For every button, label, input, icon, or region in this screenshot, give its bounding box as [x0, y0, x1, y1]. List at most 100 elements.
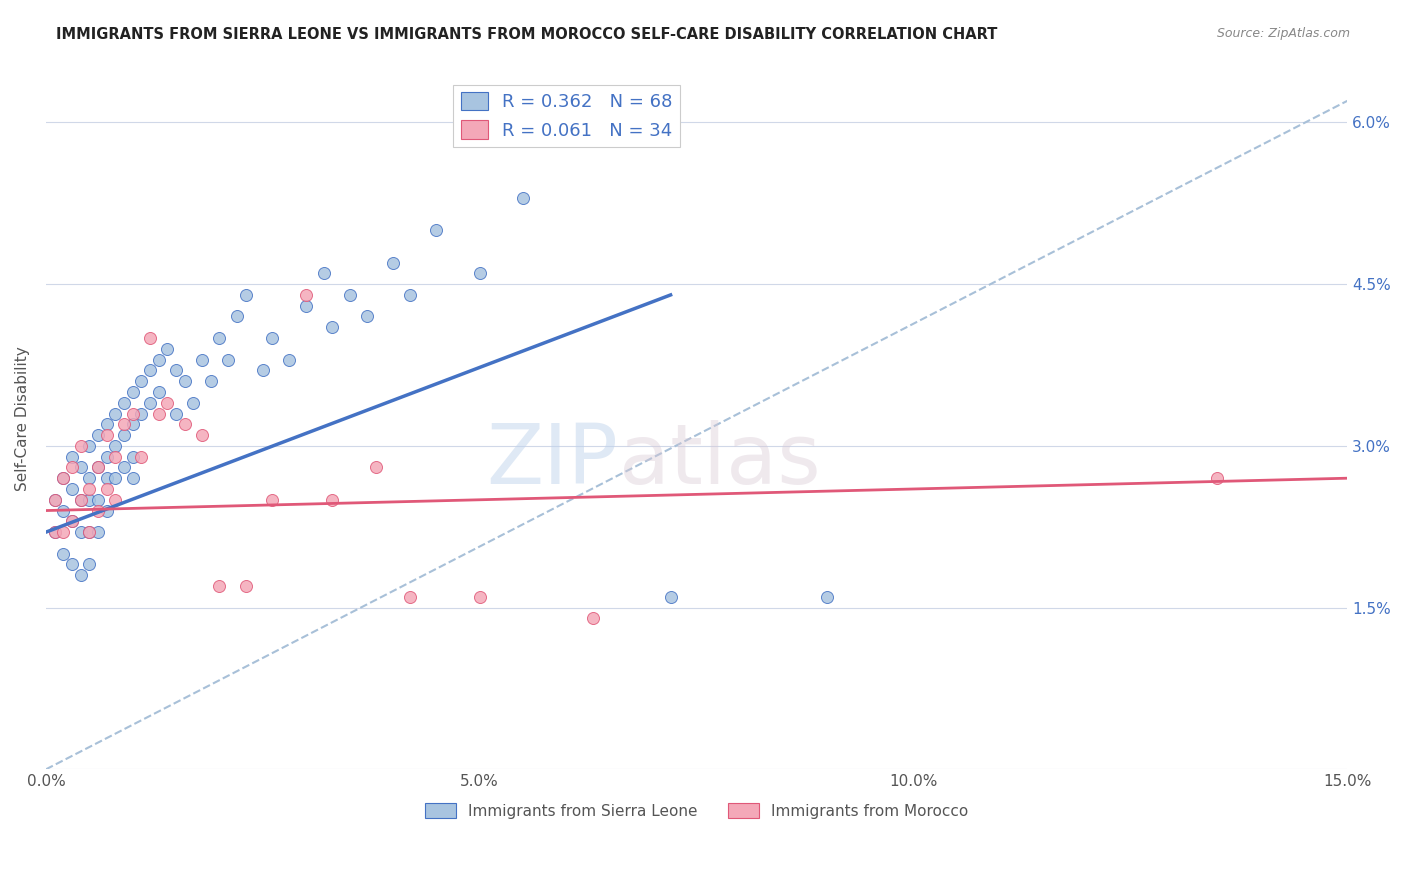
Point: [252, 363, 274, 377]
Point: [112, 396, 135, 410]
Point: [183, 396, 205, 410]
Point: [96, 417, 118, 432]
Point: [173, 417, 195, 432]
Point: [104, 471, 127, 485]
Point: [104, 439, 127, 453]
Text: atlas: atlas: [619, 420, 820, 501]
Point: [69, 460, 91, 475]
Point: [60, 514, 83, 528]
Point: [191, 428, 214, 442]
Point: [581, 611, 603, 625]
Point: [79, 471, 101, 485]
Point: [112, 417, 135, 432]
Text: IMMIGRANTS FROM SIERRA LEONE VS IMMIGRANTS FROM MOROCCO SELF-CARE DISABILITY COR: IMMIGRANTS FROM SIERRA LEONE VS IMMIGRAN…: [56, 27, 998, 42]
Point: [382, 255, 405, 269]
Point: [121, 417, 143, 432]
Point: [96, 503, 118, 517]
Point: [139, 331, 162, 345]
Point: [52, 471, 75, 485]
Point: [425, 223, 447, 237]
Point: [52, 503, 75, 517]
Point: [87, 525, 110, 540]
Point: [79, 525, 101, 540]
Point: [69, 568, 91, 582]
Text: ZIP: ZIP: [486, 420, 619, 501]
Point: [131, 407, 153, 421]
Point: [96, 482, 118, 496]
Point: [468, 266, 491, 280]
Point: [44, 525, 66, 540]
Point: [87, 460, 110, 475]
Point: [79, 525, 101, 540]
Point: [79, 492, 101, 507]
Point: [104, 492, 127, 507]
Point: [121, 471, 143, 485]
Point: [52, 547, 75, 561]
Point: [60, 482, 83, 496]
Point: [165, 407, 187, 421]
Point: [217, 352, 239, 367]
Point: [173, 374, 195, 388]
Point: [79, 482, 101, 496]
Point: [295, 288, 318, 302]
Point: [295, 299, 318, 313]
Point: [148, 384, 170, 399]
Point: [139, 363, 162, 377]
Point: [277, 352, 299, 367]
Point: [235, 579, 257, 593]
Point: [235, 288, 257, 302]
Point: [87, 460, 110, 475]
Point: [148, 352, 170, 367]
Point: [69, 525, 91, 540]
Point: [69, 439, 91, 453]
Point: [44, 525, 66, 540]
Point: [139, 396, 162, 410]
Point: [121, 450, 143, 464]
Point: [1206, 471, 1229, 485]
Point: [79, 439, 101, 453]
Point: [112, 460, 135, 475]
Point: [60, 450, 83, 464]
Point: [200, 374, 222, 388]
Point: [69, 492, 91, 507]
Point: [79, 558, 101, 572]
Point: [131, 450, 153, 464]
Point: [104, 450, 127, 464]
Point: [60, 514, 83, 528]
Legend: Immigrants from Sierra Leone, Immigrants from Morocco: Immigrants from Sierra Leone, Immigrants…: [419, 797, 974, 825]
Point: [321, 492, 343, 507]
Point: [121, 407, 143, 421]
Point: [191, 352, 214, 367]
Point: [87, 503, 110, 517]
Point: [208, 331, 231, 345]
Point: [468, 590, 491, 604]
Point: [156, 342, 179, 356]
Point: [104, 407, 127, 421]
Point: [260, 331, 283, 345]
Point: [52, 525, 75, 540]
Point: [52, 471, 75, 485]
Point: [121, 384, 143, 399]
Point: [399, 288, 422, 302]
Point: [339, 288, 361, 302]
Point: [87, 428, 110, 442]
Point: [399, 590, 422, 604]
Point: [260, 492, 283, 507]
Point: [815, 590, 838, 604]
Point: [69, 492, 91, 507]
Point: [96, 450, 118, 464]
Point: [512, 191, 534, 205]
Point: [208, 579, 231, 593]
Point: [156, 396, 179, 410]
Point: [112, 428, 135, 442]
Point: [225, 310, 247, 324]
Point: [659, 590, 682, 604]
Point: [87, 492, 110, 507]
Point: [321, 320, 343, 334]
Point: [364, 460, 387, 475]
Point: [356, 310, 378, 324]
Point: [60, 460, 83, 475]
Point: [96, 428, 118, 442]
Point: [165, 363, 187, 377]
Point: [44, 492, 66, 507]
